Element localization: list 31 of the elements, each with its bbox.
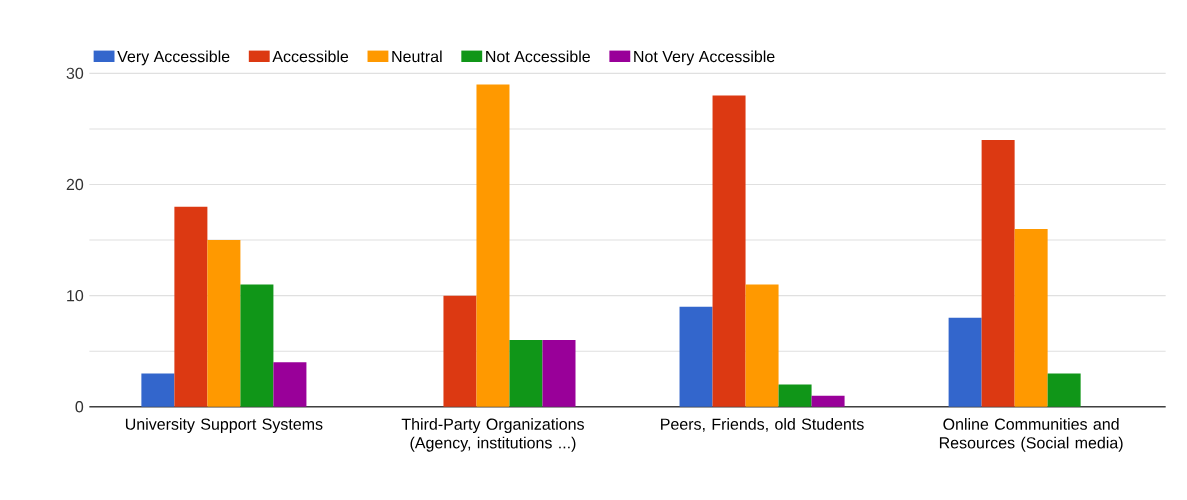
bar [745, 284, 779, 407]
bar [141, 373, 175, 407]
legend-label: Not Accessible [486, 50, 590, 63]
bar [981, 139, 1015, 407]
bar [240, 284, 274, 407]
legend-label: Neutral [392, 50, 442, 63]
bar [948, 317, 982, 407]
legend-label: Accessible [272, 50, 349, 63]
legend-label: Not Very Accessible [634, 50, 775, 66]
x-tick-label: Peers, Friends, old Students [661, 418, 864, 432]
y-tick-label: 30 [66, 67, 84, 79]
legend-label: Very Accessible [117, 50, 230, 66]
bar [509, 340, 543, 407]
x-tick-label: University Support Systems [125, 418, 323, 433]
bar [476, 84, 510, 407]
bar [174, 206, 208, 407]
x-tick-label: Third-Party Organizations (Agency, institutions ...) [401, 418, 584, 452]
bar [811, 395, 845, 407]
bar [273, 362, 307, 407]
x-tick-label: Online Communities and Resources (Social media) [939, 418, 1123, 452]
bar [1014, 228, 1048, 407]
bar [207, 240, 241, 407]
bar [712, 95, 746, 407]
bar [443, 295, 477, 407]
bar [679, 306, 713, 407]
y-tick-label: 20 [66, 178, 84, 191]
y-tick-label: 0 [75, 401, 84, 413]
bar [1047, 373, 1081, 407]
bar [542, 340, 576, 407]
bar [778, 384, 812, 407]
y-tick-label: 10 [67, 289, 84, 302]
